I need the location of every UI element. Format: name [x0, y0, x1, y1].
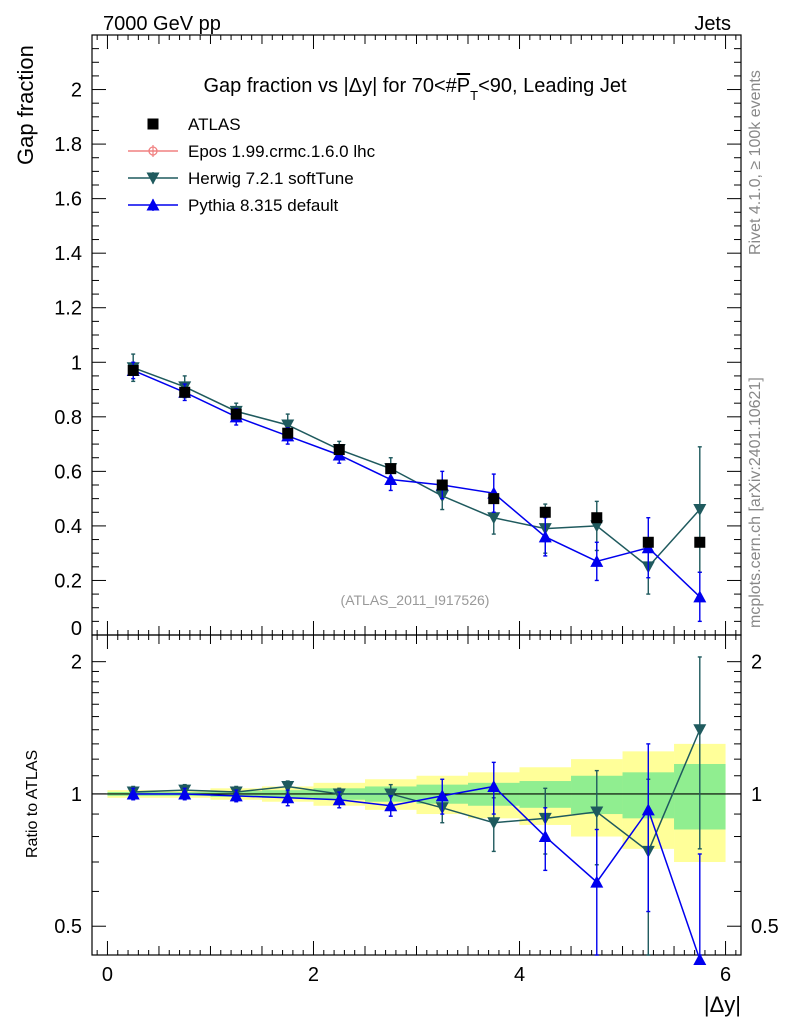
y-tick-label: 0 [71, 618, 82, 640]
y-tick-label: 0.4 [54, 516, 82, 538]
atlas-point [230, 408, 242, 420]
legend-label-pythia: Pythia 8.315 default [188, 196, 339, 215]
legend-label-herwig: Herwig 7.2.1 softTune [188, 169, 354, 188]
ratio-y-tick-label-right: 1 [751, 784, 762, 806]
herwig-point [693, 504, 707, 517]
legend-marker-epos [148, 146, 158, 156]
atlas-point [333, 444, 345, 456]
rivet-label: Rivet 4.1.0, ≥ 100k events [747, 70, 764, 255]
legend: ATLAS Epos 1.99.crmc.1.6.0 lhc Herwig 7.2.… [128, 115, 376, 215]
atlas-point [385, 463, 397, 475]
header-right: Jets [694, 13, 731, 35]
pythia-ratio-point [126, 787, 140, 800]
y-tick-label: 1 [71, 352, 82, 374]
y-tick-label: 0.2 [54, 570, 82, 592]
pythia-point [538, 530, 552, 543]
ratio-y-tick-label-right: 2 [751, 652, 762, 674]
mcplots-label: mcplots.cern.ch [arXiv:2401.10621] [747, 377, 764, 628]
pythia-ratio-point [538, 830, 552, 843]
y-tick-label: 1.2 [54, 298, 82, 320]
legend-label-atlas: ATLAS [188, 115, 241, 134]
legend-marker-herwig [146, 172, 160, 185]
legend-label-epos: Epos 1.99.crmc.1.6.0 lhc [188, 142, 376, 161]
pythia-ratio-point [641, 803, 655, 816]
ratio-y-tick-label-right: 0.5 [751, 916, 779, 938]
herwig-point [590, 520, 604, 533]
y-tick-label: 1.8 [54, 134, 82, 156]
main-y-axis-label: Gap fraction [13, 45, 38, 165]
x-tick-label: 4 [514, 964, 525, 986]
pythia-ratio-line [133, 785, 701, 960]
legend-marker-pythia [146, 198, 160, 211]
x-tick-label: 2 [308, 964, 319, 986]
herwig-ratio-point [487, 817, 501, 830]
pythia-point [693, 590, 707, 603]
y-tick-label: 1.4 [54, 243, 82, 265]
plot-title: Gap fraction vs |Δy| for 70<#PT<90, Lead… [203, 75, 627, 103]
x-axis-label: |Δy| [704, 992, 741, 1017]
analysis-watermark: (ATLAS_2011_I917526) [341, 592, 490, 608]
pythia-ratio-point [590, 875, 604, 888]
pythia-ratio-point [384, 799, 398, 812]
atlas-point [127, 364, 139, 376]
atlas-point [539, 506, 551, 518]
pythia-point [590, 554, 604, 567]
y-tick-label: 0.8 [54, 407, 82, 429]
title-overline-symbol: P [457, 75, 470, 97]
x-tick-label: 6 [720, 964, 731, 986]
y-tick-label: 0.6 [54, 461, 82, 483]
pythia-ratio-point [229, 789, 243, 802]
pythia-ratio-point [332, 793, 346, 806]
main-panel: 0 0.2 0.4 0.6 0.8 1 1.2 1.4 1.6 1.8 2 [54, 34, 742, 640]
y-tick-label: 2 [71, 80, 82, 102]
herwig-ratio-point [590, 806, 604, 819]
pythia-ratio-point [178, 787, 192, 800]
pythia-ratio-point [435, 789, 449, 802]
herwig-ratio-point [693, 724, 707, 737]
y-tick-label: 1.6 [54, 189, 82, 211]
atlas-point [642, 536, 654, 548]
pythia-ratio-point [487, 779, 501, 792]
herwig-ratio-point [384, 788, 398, 801]
herwig-point [281, 419, 295, 432]
herwig-line [132, 367, 701, 568]
herwig-ratio-point [281, 780, 295, 793]
atlas-point [488, 493, 500, 505]
ratio-y-tick-label: 2 [71, 652, 82, 674]
atlas-point [179, 386, 191, 398]
ratio-y-axis-label: Ratio to ATLAS [24, 750, 41, 858]
atlas-point [591, 512, 603, 524]
pythia-ratio-point [281, 791, 295, 804]
x-tick-label: 0 [102, 964, 113, 986]
ratio-y-tick-label: 0.5 [54, 916, 82, 938]
pythia-ratio-point [693, 952, 707, 965]
atlas-point [694, 536, 706, 548]
legend-marker-atlas [147, 118, 159, 130]
atlas-point [436, 479, 448, 491]
pythia-point [384, 473, 398, 486]
herwig-point [487, 512, 501, 525]
pythia-line [132, 369, 701, 598]
header-left: 7000 GeV pp [103, 13, 221, 35]
atlas-point [282, 427, 294, 439]
ratio-panel: 0 2 4 6 0.5 0.5 1 1 2 2 [54, 634, 779, 986]
ratio-y-tick-label: 1 [71, 784, 82, 806]
